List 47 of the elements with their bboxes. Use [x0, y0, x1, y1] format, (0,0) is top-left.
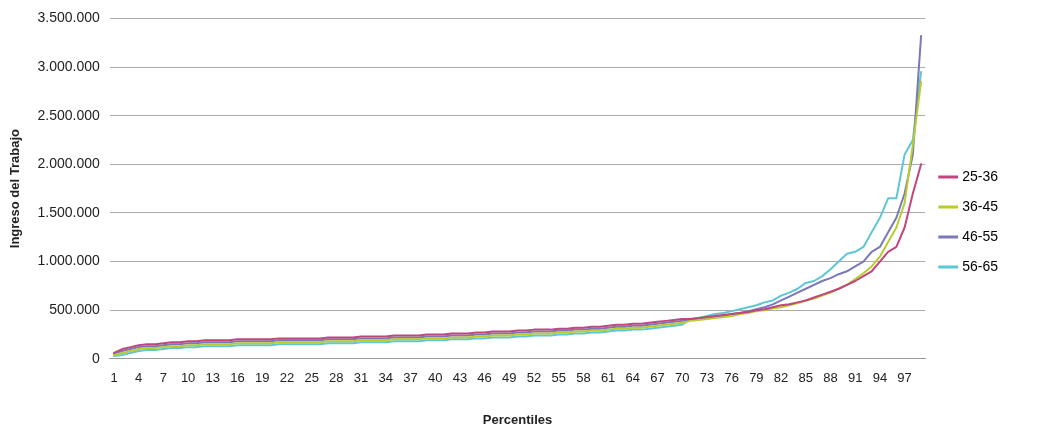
- x-tick-label: 82: [773, 370, 789, 386]
- x-tick-label: 85: [798, 370, 814, 386]
- x-tick-label: 37: [403, 370, 418, 386]
- x-tick-label: 43: [452, 370, 468, 386]
- y-tick-label: 1.500.000: [37, 203, 101, 220]
- x-tick-label: 7: [159, 370, 168, 386]
- x-tick-label: 79: [749, 370, 764, 386]
- x-tick-label: 10: [180, 370, 196, 386]
- x-tick-label: 73: [699, 370, 715, 386]
- x-tick-label: 67: [650, 370, 665, 386]
- y-tick-label: 500.000: [49, 301, 101, 318]
- x-tick-label: 61: [600, 370, 616, 386]
- x-axis-title: Percentiles: [482, 411, 553, 427]
- x-tick-label: 31: [353, 370, 369, 386]
- x-tick-label: 16: [230, 370, 245, 386]
- y-tick-label: 2.500.000: [37, 106, 101, 123]
- x-tick-label: 13: [205, 370, 221, 386]
- x-tick-label: 76: [724, 370, 739, 386]
- legend-label: 36-45: [962, 197, 999, 214]
- x-tick-label: 70: [675, 370, 690, 386]
- x-tick-label: 55: [551, 370, 566, 386]
- x-tick-label: 28: [329, 370, 344, 386]
- y-tick-label: 3.000.000: [37, 57, 101, 74]
- x-tick-label: 64: [625, 370, 641, 386]
- legend-label: 56-65: [962, 257, 999, 274]
- x-tick-label: 49: [502, 370, 517, 386]
- x-tick-label: 91: [847, 370, 863, 386]
- legend-label: 46-55: [962, 227, 999, 244]
- x-tick-label: 34: [378, 370, 393, 386]
- y-axis-title: Ingreso del Trabajo: [7, 128, 23, 249]
- x-tick-label: 97: [897, 370, 912, 386]
- x-tick-label: 40: [427, 370, 443, 386]
- x-tick-label: 25: [304, 370, 319, 386]
- x-tick-label: 19: [255, 370, 270, 386]
- legend-label: 25-36: [962, 167, 999, 184]
- x-tick-label: 52: [526, 370, 542, 386]
- x-tick-label: 22: [279, 370, 295, 386]
- y-tick-label: 2.000.000: [37, 155, 101, 172]
- x-tick-label: 94: [872, 370, 888, 386]
- y-tick-label: 1.000.000: [37, 252, 101, 269]
- y-tick-label: 0: [92, 349, 101, 366]
- x-tick-label: 88: [823, 370, 838, 386]
- x-tick-label: 1: [110, 370, 118, 386]
- x-tick-label: 4: [135, 370, 143, 386]
- x-tick-label: 58: [576, 370, 591, 386]
- y-tick-label: 3.500.000: [37, 9, 101, 26]
- x-tick-label: 46: [477, 370, 492, 386]
